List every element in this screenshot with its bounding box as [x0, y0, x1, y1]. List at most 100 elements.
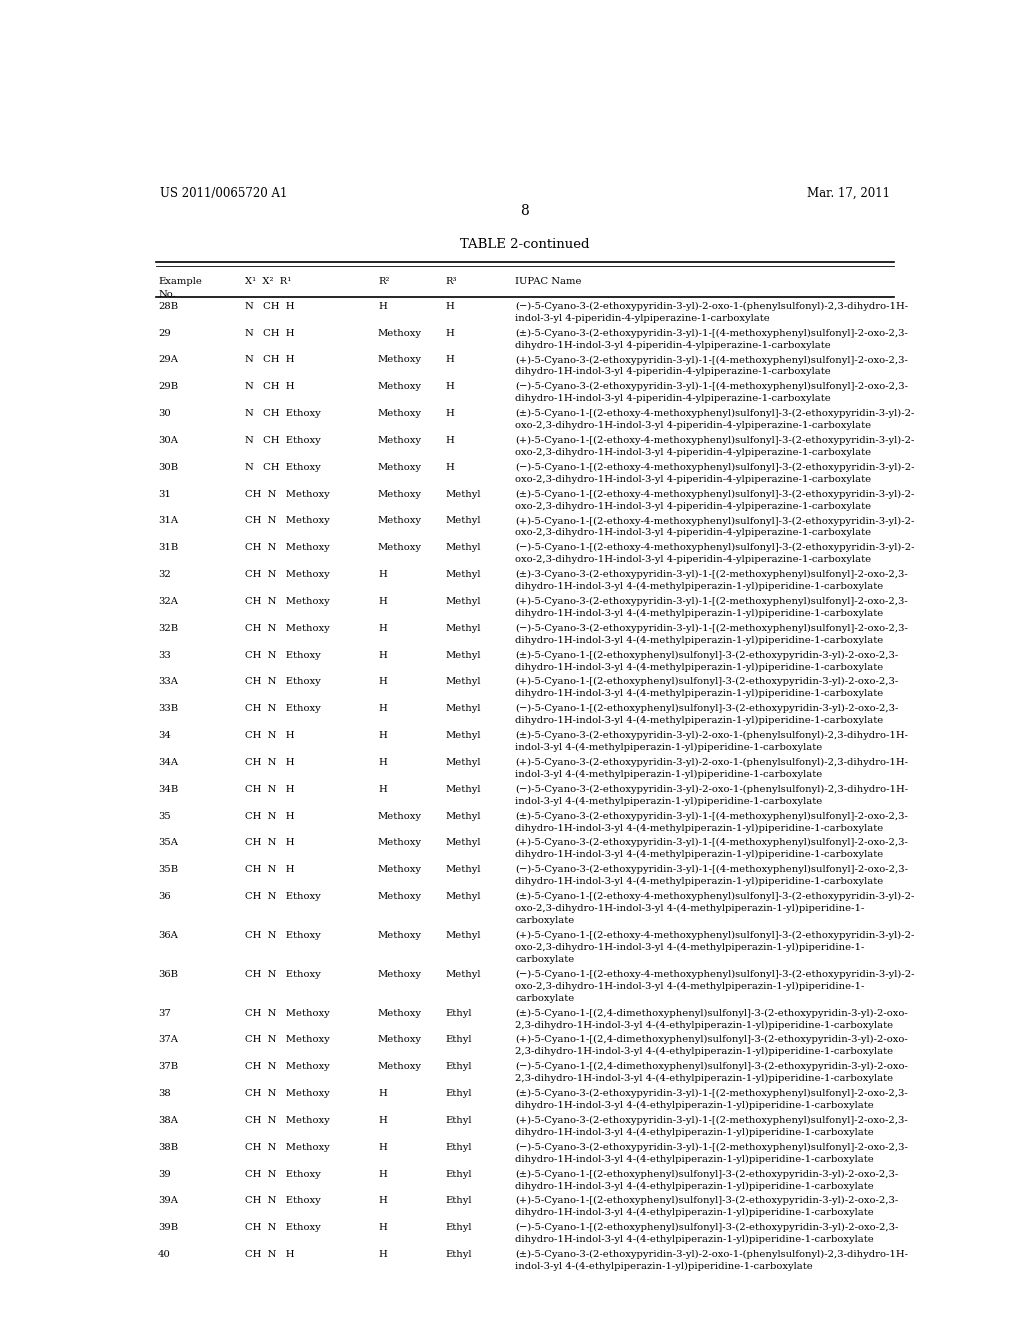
Text: H: H [378, 624, 387, 632]
Text: (±)-5-Cyano-1-[(2,4-dimethoxyphenyl)sulfonyl]-3-(2-ethoxypyridin-3-yl)-2-oxo-: (±)-5-Cyano-1-[(2,4-dimethoxyphenyl)sulf… [515, 1008, 908, 1018]
Text: CH  N   Methoxy: CH N Methoxy [246, 1143, 330, 1151]
Text: CH  N   Ethoxy: CH N Ethoxy [246, 651, 322, 660]
Text: oxo-2,3-dihydro-1H-indol-3-yl 4-(4-methylpiperazin-1-yl)piperidine-1-: oxo-2,3-dihydro-1H-indol-3-yl 4-(4-methy… [515, 904, 864, 913]
Text: Methyl: Methyl [445, 812, 481, 821]
Text: 39B: 39B [158, 1224, 178, 1232]
Text: R³: R³ [445, 277, 457, 286]
Text: oxo-2,3-dihydro-1H-indol-3-yl 4-piperidin-4-ylpiperazine-1-carboxylate: oxo-2,3-dihydro-1H-indol-3-yl 4-piperidi… [515, 421, 871, 430]
Text: Methoxy: Methoxy [378, 931, 422, 940]
Text: 2,3-dihydro-1H-indol-3-yl 4-(4-ethylpiperazin-1-yl)piperidine-1-carboxylate: 2,3-dihydro-1H-indol-3-yl 4-(4-ethylpipe… [515, 1020, 893, 1030]
Text: Methyl: Methyl [445, 597, 481, 606]
Text: Methoxy: Methoxy [378, 383, 422, 391]
Text: (±)-5-Cyano-1-[(2-ethoxyphenyl)sulfonyl]-3-(2-ethoxypyridin-3-yl)-2-oxo-2,3-: (±)-5-Cyano-1-[(2-ethoxyphenyl)sulfonyl]… [515, 651, 898, 660]
Text: H: H [378, 1089, 387, 1098]
Text: carboxylate: carboxylate [515, 954, 574, 964]
Text: H: H [378, 651, 387, 660]
Text: dihydro-1H-indol-3-yl 4-(4-ethylpiperazin-1-yl)piperidine-1-carboxylate: dihydro-1H-indol-3-yl 4-(4-ethylpiperazi… [515, 1101, 874, 1110]
Text: H: H [378, 597, 387, 606]
Text: 29: 29 [158, 329, 171, 338]
Text: Mar. 17, 2011: Mar. 17, 2011 [807, 187, 890, 199]
Text: CH  N   Methoxy: CH N Methoxy [246, 490, 330, 499]
Text: Ethyl: Ethyl [445, 1143, 472, 1151]
Text: (+)-5-Cyano-1-[(2-ethoxyphenyl)sulfonyl]-3-(2-ethoxypyridin-3-yl)-2-oxo-2,3-: (+)-5-Cyano-1-[(2-ethoxyphenyl)sulfonyl]… [515, 1196, 898, 1205]
Text: H: H [445, 436, 455, 445]
Text: (−)-5-Cyano-1-[(2-ethoxy-4-methoxyphenyl)sulfonyl]-3-(2-ethoxypyridin-3-yl)-2-: (−)-5-Cyano-1-[(2-ethoxy-4-methoxyphenyl… [515, 970, 914, 979]
Text: indol-3-yl 4-piperidin-4-ylpiperazine-1-carboxylate: indol-3-yl 4-piperidin-4-ylpiperazine-1-… [515, 314, 770, 322]
Text: (−)-5-Cyano-3-(2-ethoxypyridin-3-yl)-2-oxo-1-(phenylsulfonyl)-2,3-dihydro-1H-: (−)-5-Cyano-3-(2-ethoxypyridin-3-yl)-2-o… [515, 302, 908, 310]
Text: CH  N   Methoxy: CH N Methoxy [246, 1035, 330, 1044]
Text: Methyl: Methyl [445, 892, 481, 902]
Text: dihydro-1H-indol-3-yl 4-(4-ethylpiperazin-1-yl)piperidine-1-carboxylate: dihydro-1H-indol-3-yl 4-(4-ethylpiperazi… [515, 1155, 874, 1164]
Text: Methoxy: Methoxy [378, 865, 422, 874]
Text: CH  N   H: CH N H [246, 758, 295, 767]
Text: H: H [445, 409, 455, 418]
Text: 37: 37 [158, 1008, 171, 1018]
Text: (±)-5-Cyano-1-[(2-ethoxy-4-methoxyphenyl)sulfonyl]-3-(2-ethoxypyridin-3-yl)-2-: (±)-5-Cyano-1-[(2-ethoxy-4-methoxyphenyl… [515, 892, 914, 902]
Text: CH  N   H: CH N H [246, 865, 295, 874]
Text: (−)-5-Cyano-3-(2-ethoxypyridin-3-yl)-1-[(4-methoxyphenyl)sulfonyl]-2-oxo-2,3-: (−)-5-Cyano-3-(2-ethoxypyridin-3-yl)-1-[… [515, 865, 908, 874]
Text: (+)-5-Cyano-1-[(2-ethoxy-4-methoxyphenyl)sulfonyl]-3-(2-ethoxypyridin-3-yl)-2-: (+)-5-Cyano-1-[(2-ethoxy-4-methoxyphenyl… [515, 436, 914, 445]
Text: R²: R² [378, 277, 389, 286]
Text: (±)-3-Cyano-3-(2-ethoxypyridin-3-yl)-1-[(2-methoxyphenyl)sulfonyl]-2-oxo-2,3-: (±)-3-Cyano-3-(2-ethoxypyridin-3-yl)-1-[… [515, 570, 908, 579]
Text: 31A: 31A [158, 516, 178, 525]
Text: (±)-5-Cyano-1-[(2-ethoxy-4-methoxyphenyl)sulfonyl]-3-(2-ethoxypyridin-3-yl)-2-: (±)-5-Cyano-1-[(2-ethoxy-4-methoxyphenyl… [515, 490, 914, 499]
Text: Methoxy: Methoxy [378, 355, 422, 364]
Text: Methoxy: Methoxy [378, 1008, 422, 1018]
Text: Methyl: Methyl [445, 490, 481, 499]
Text: 32: 32 [158, 570, 171, 579]
Text: Ethyl: Ethyl [445, 1170, 472, 1179]
Text: Methoxy: Methoxy [378, 516, 422, 525]
Text: Methyl: Methyl [445, 838, 481, 847]
Text: dihydro-1H-indol-3-yl 4-(4-methylpiperazin-1-yl)piperidine-1-carboxylate: dihydro-1H-indol-3-yl 4-(4-methylpiperaz… [515, 824, 884, 833]
Text: 38B: 38B [158, 1143, 178, 1151]
Text: H: H [378, 1115, 387, 1125]
Text: 2,3-dihydro-1H-indol-3-yl 4-(4-ethylpiperazin-1-yl)piperidine-1-carboxylate: 2,3-dihydro-1H-indol-3-yl 4-(4-ethylpipe… [515, 1047, 893, 1056]
Text: US 2011/0065720 A1: US 2011/0065720 A1 [160, 187, 287, 199]
Text: (±)-5-Cyano-3-(2-ethoxypyridin-3-yl)-1-[(2-methoxyphenyl)sulfonyl]-2-oxo-2,3-: (±)-5-Cyano-3-(2-ethoxypyridin-3-yl)-1-[… [515, 1089, 908, 1098]
Text: Methyl: Methyl [445, 544, 481, 552]
Text: 40: 40 [158, 1250, 171, 1259]
Text: 8: 8 [520, 205, 529, 218]
Text: N   CH  H: N CH H [246, 383, 295, 391]
Text: Methoxy: Methoxy [378, 490, 422, 499]
Text: indol-3-yl 4-(4-ethylpiperazin-1-yl)piperidine-1-carboxylate: indol-3-yl 4-(4-ethylpiperazin-1-yl)pipe… [515, 1262, 813, 1271]
Text: Methoxy: Methoxy [378, 970, 422, 978]
Text: (−)-5-Cyano-3-(2-ethoxypyridin-3-yl)-2-oxo-1-(phenylsulfonyl)-2,3-dihydro-1H-: (−)-5-Cyano-3-(2-ethoxypyridin-3-yl)-2-o… [515, 784, 908, 793]
Text: 36A: 36A [158, 931, 178, 940]
Text: CH  N   Methoxy: CH N Methoxy [246, 570, 330, 579]
Text: H: H [445, 355, 455, 364]
Text: H: H [378, 302, 387, 310]
Text: dihydro-1H-indol-3-yl 4-piperidin-4-ylpiperazine-1-carboxylate: dihydro-1H-indol-3-yl 4-piperidin-4-ylpi… [515, 395, 831, 403]
Text: Methoxy: Methoxy [378, 409, 422, 418]
Text: (+)-5-Cyano-1-[(2,4-dimethoxyphenyl)sulfonyl]-3-(2-ethoxypyridin-3-yl)-2-oxo-: (+)-5-Cyano-1-[(2,4-dimethoxyphenyl)sulf… [515, 1035, 908, 1044]
Text: 32A: 32A [158, 597, 178, 606]
Text: dihydro-1H-indol-3-yl 4-(4-methylpiperazin-1-yl)piperidine-1-carboxylate: dihydro-1H-indol-3-yl 4-(4-methylpiperaz… [515, 582, 884, 591]
Text: 30: 30 [158, 409, 171, 418]
Text: dihydro-1H-indol-3-yl 4-(4-methylpiperazin-1-yl)piperidine-1-carboxylate: dihydro-1H-indol-3-yl 4-(4-methylpiperaz… [515, 609, 884, 618]
Text: CH  N   H: CH N H [246, 838, 295, 847]
Text: dihydro-1H-indol-3-yl 4-(4-methylpiperazin-1-yl)piperidine-1-carboxylate: dihydro-1H-indol-3-yl 4-(4-methylpiperaz… [515, 850, 884, 859]
Text: 37B: 37B [158, 1063, 178, 1072]
Text: oxo-2,3-dihydro-1H-indol-3-yl 4-piperidin-4-ylpiperazine-1-carboxylate: oxo-2,3-dihydro-1H-indol-3-yl 4-piperidi… [515, 475, 871, 483]
Text: 38: 38 [158, 1089, 171, 1098]
Text: oxo-2,3-dihydro-1H-indol-3-yl 4-piperidin-4-ylpiperazine-1-carboxylate: oxo-2,3-dihydro-1H-indol-3-yl 4-piperidi… [515, 528, 871, 537]
Text: 34B: 34B [158, 784, 178, 793]
Text: 33B: 33B [158, 704, 178, 713]
Text: Methoxy: Methoxy [378, 436, 422, 445]
Text: (±)-5-Cyano-3-(2-ethoxypyridin-3-yl)-2-oxo-1-(phenylsulfonyl)-2,3-dihydro-1H-: (±)-5-Cyano-3-(2-ethoxypyridin-3-yl)-2-o… [515, 1250, 908, 1259]
Text: Methyl: Methyl [445, 931, 481, 940]
Text: CH  N   Methoxy: CH N Methoxy [246, 624, 330, 632]
Text: oxo-2,3-dihydro-1H-indol-3-yl 4-(4-methylpiperazin-1-yl)piperidine-1-: oxo-2,3-dihydro-1H-indol-3-yl 4-(4-methy… [515, 982, 864, 991]
Text: (±)-5-Cyano-3-(2-ethoxypyridin-3-yl)-1-[(4-methoxyphenyl)sulfonyl]-2-oxo-2,3-: (±)-5-Cyano-3-(2-ethoxypyridin-3-yl)-1-[… [515, 329, 908, 338]
Text: Ethyl: Ethyl [445, 1250, 472, 1259]
Text: 29A: 29A [158, 355, 178, 364]
Text: 32B: 32B [158, 624, 178, 632]
Text: H: H [445, 463, 455, 471]
Text: IUPAC Name: IUPAC Name [515, 277, 582, 286]
Text: Methyl: Methyl [445, 970, 481, 978]
Text: Methoxy: Methoxy [378, 838, 422, 847]
Text: Methoxy: Methoxy [378, 544, 422, 552]
Text: CH  N   Methoxy: CH N Methoxy [246, 597, 330, 606]
Text: 38A: 38A [158, 1115, 178, 1125]
Text: Ethyl: Ethyl [445, 1035, 472, 1044]
